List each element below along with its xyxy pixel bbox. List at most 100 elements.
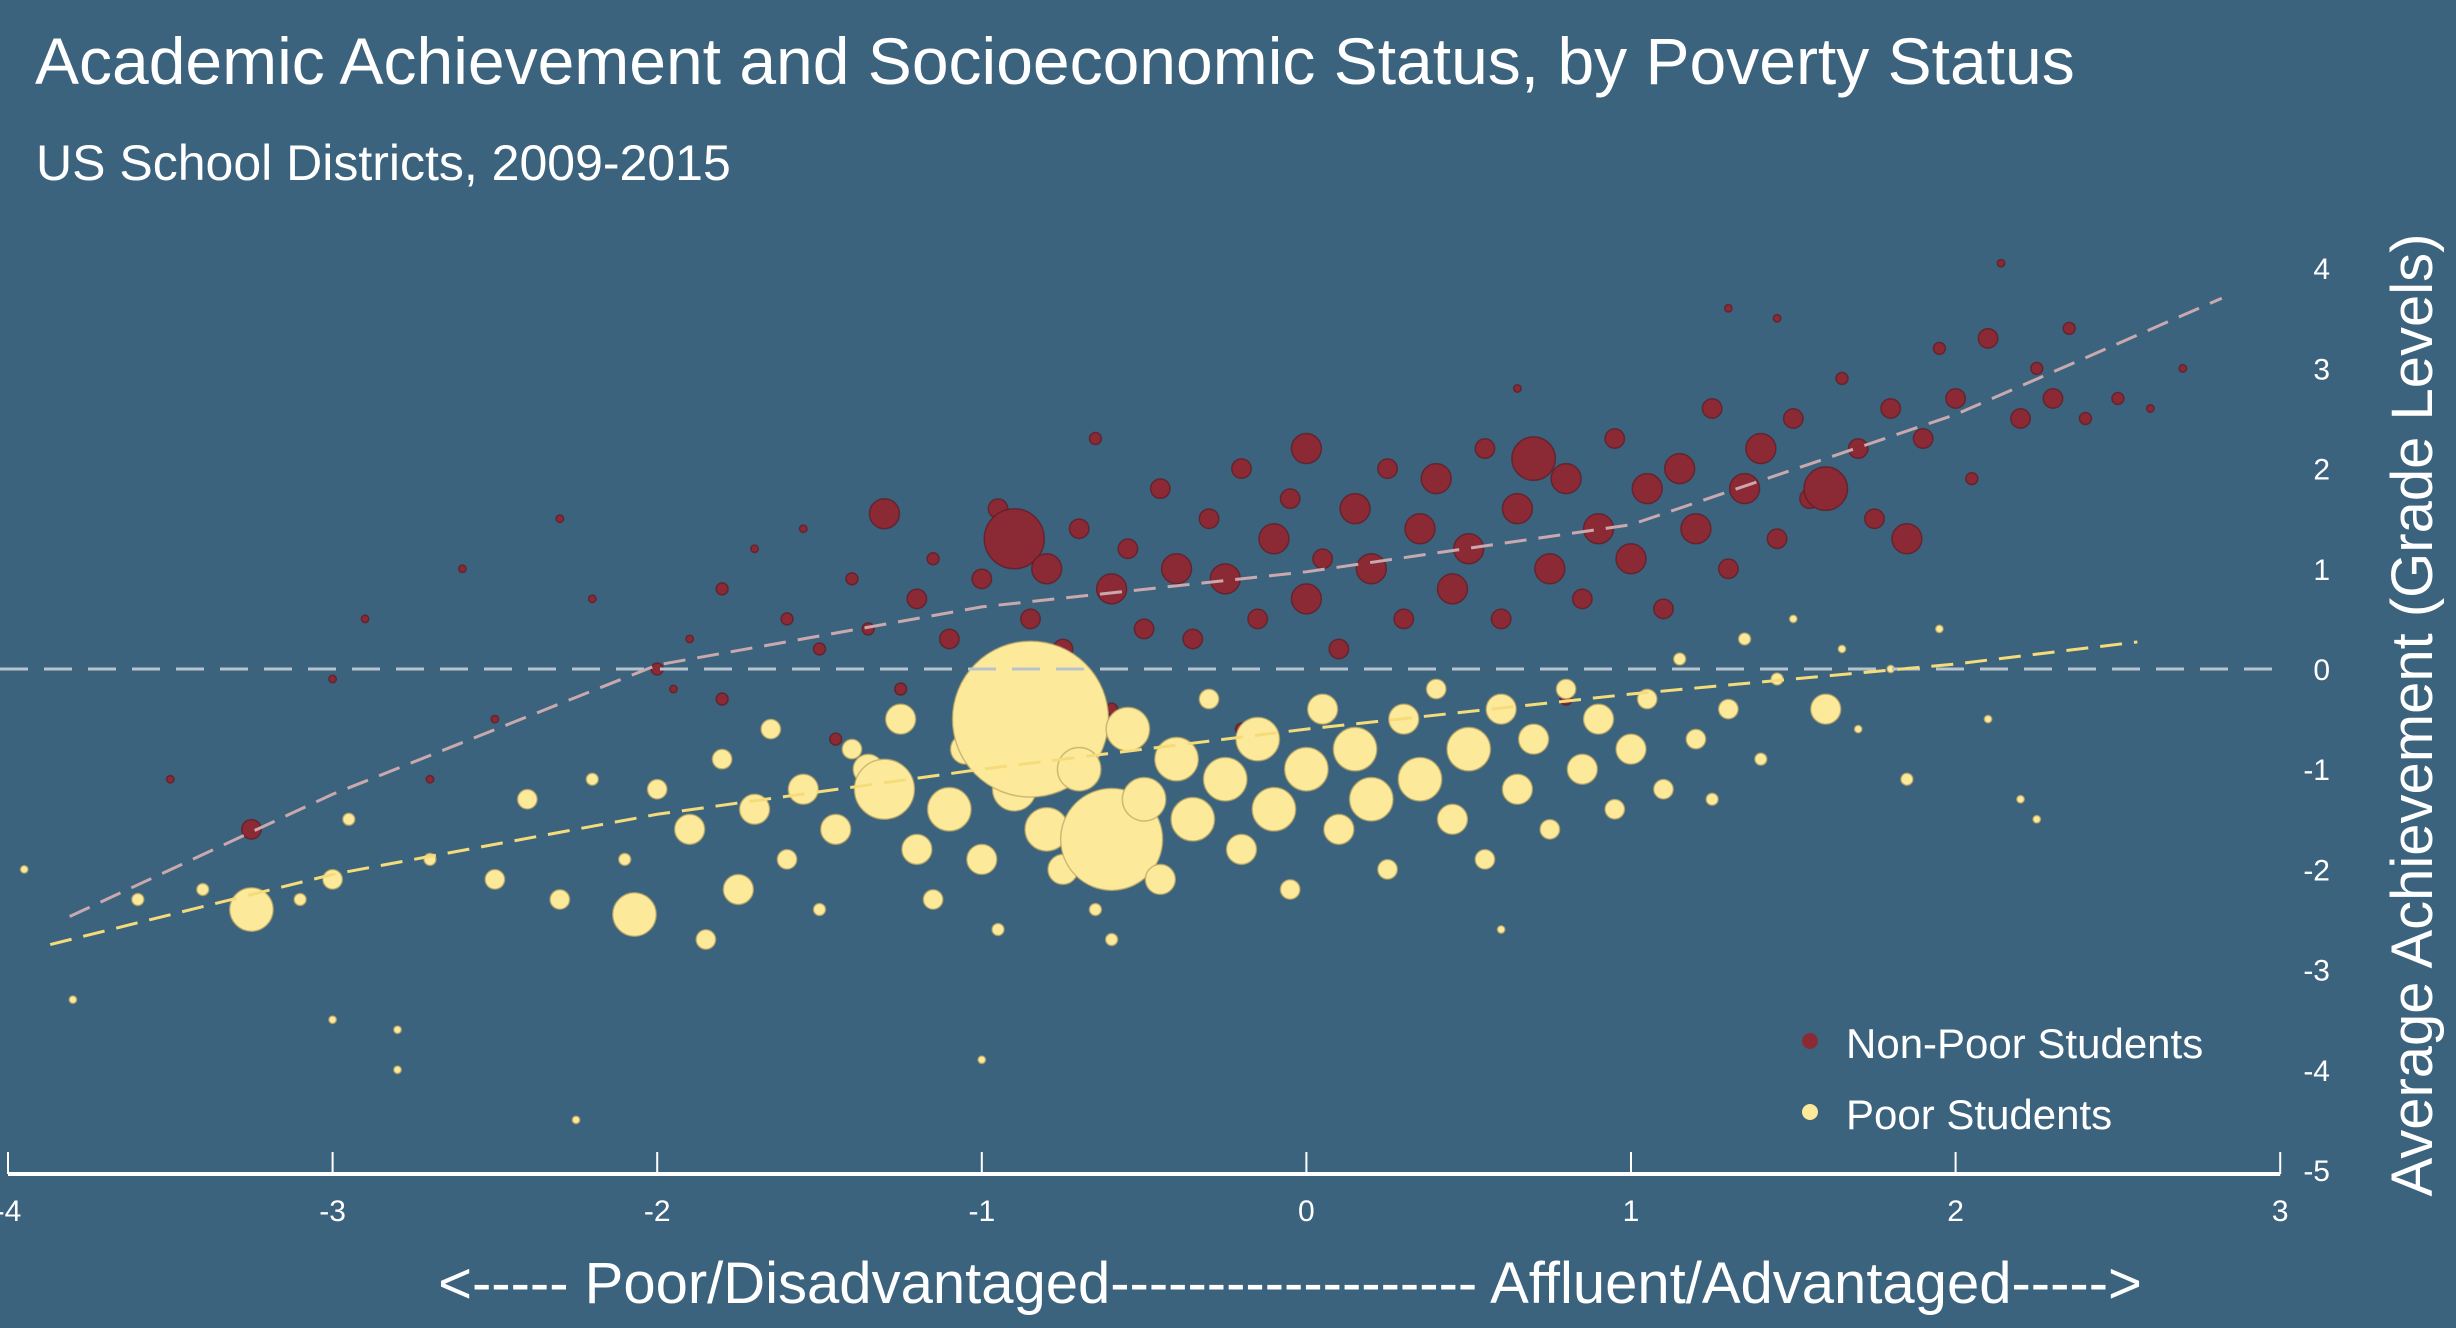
data-point-poor [196,882,210,897]
data-point-poor [393,1025,403,1035]
data-point-non-poor [1835,371,1849,386]
data-point-poor [1837,644,1847,654]
legend-marker-poor [1802,1104,1818,1120]
data-point-poor [342,812,356,827]
data-point-non-poor [2030,361,2044,376]
data-point-poor [1810,693,1842,725]
data-point-non-poor [1068,518,1090,540]
points-layer [19,258,2188,1125]
data-point-non-poor [971,568,993,590]
data-point-poor [1377,858,1399,880]
y-tick-label: 3 [2313,353,2330,386]
data-point-non-poor [780,612,794,626]
data-point-poor [1202,756,1248,802]
data-point-poor [484,868,506,890]
data-point-non-poor [1149,478,1171,500]
data-point-non-poor [1680,512,1712,545]
data-point-poor [393,1065,403,1075]
data-point-non-poor [983,507,1046,570]
data-point-non-poor [1880,397,1902,419]
data-point-non-poor [360,614,370,624]
data-point-non-poor [1312,548,1334,570]
data-point-non-poor [1996,258,2006,268]
data-point-poor [1555,678,1577,700]
data-point-poor [293,892,307,907]
data-point-non-poor [1717,558,1739,580]
data-point-non-poor [1182,628,1204,650]
data-point-poor [1615,733,1647,765]
data-point-poor [841,738,863,760]
data-point-non-poor [828,732,843,746]
data-point-non-poor [1863,508,1885,530]
chart-title: Academic Achievement and Socioeconomic S… [35,24,2075,98]
trend-line-poor [49,640,2138,947]
data-point-poor [646,778,668,800]
data-point-non-poor [1160,553,1193,585]
data-point-non-poor [906,588,928,610]
data-point-poor [695,929,717,951]
data-point-non-poor [1631,472,1663,505]
x-tick-label: -3 [319,1195,346,1228]
data-point-poor [1934,624,1944,634]
data-point-poor [585,772,600,786]
data-point-poor [2032,814,2042,824]
data-point-non-poor [1420,462,1452,495]
data-point-poor [977,1055,987,1065]
data-point-non-poor [2062,321,2076,336]
data-point-poor [1737,632,1752,646]
data-point-poor [738,793,771,826]
data-point-non-poor [1436,573,1469,605]
data-point-poor [1517,723,1550,755]
data-point-poor [322,868,344,890]
data-point-non-poor [555,514,565,524]
data-point-non-poor [893,682,908,696]
data-point-poor [617,852,632,867]
data-point-non-poor [425,774,435,784]
data-point-non-poor [240,818,262,840]
data-point-poor [922,888,944,910]
data-point-poor [711,748,733,770]
y-tick-label: 1 [2313,554,2330,587]
y-tick-label: -4 [2303,1055,2330,1088]
x-tick-label: -4 [0,1195,21,1228]
data-point-non-poor [750,544,760,554]
data-point-non-poor [1772,313,1782,323]
data-point-non-poor [1550,462,1582,495]
data-point-non-poor [1977,327,1999,349]
data-point-non-poor [1490,608,1512,630]
y-tick-label: -3 [2303,955,2330,988]
data-point-non-poor [938,628,960,650]
data-point-non-poor [2042,387,2064,409]
data-point-poor [1397,756,1443,802]
data-point-poor [1121,776,1167,822]
data-point-poor [760,718,782,740]
data-point-non-poor [1945,387,1967,409]
data-point-non-poor [1393,608,1415,630]
data-point-poor [1306,693,1339,725]
data-point-poor [2016,794,2026,804]
x-axis: -4 -3 -2 -1 0 1 2 3 [0,1152,2289,1228]
data-point-poor [1332,726,1378,772]
legend: Non-Poor Students Poor Students [1802,1020,2203,1138]
data-point-non-poor [587,594,597,604]
data-point-non-poor [1290,432,1323,465]
data-point-non-poor [328,674,338,684]
data-point-poor [1566,753,1599,785]
data-point-poor [1496,925,1506,935]
data-point-non-poor [1782,408,1804,429]
x-tick-label: -1 [968,1195,995,1228]
data-point-poor [1225,833,1258,866]
data-point-non-poor [926,552,940,566]
data-point-poor [1425,678,1447,700]
data-point-poor [516,788,538,810]
data-point-poor [1235,716,1281,762]
data-point-non-poor [1932,341,1947,356]
data-point-non-poor [1019,608,1041,630]
data-point-non-poor [1339,492,1371,525]
data-point-non-poor [165,774,175,784]
data-point-poor [1705,792,1719,807]
trend-line-non-poor [69,296,2223,918]
data-point-non-poor [1279,488,1301,510]
data-point-non-poor [1652,598,1674,620]
